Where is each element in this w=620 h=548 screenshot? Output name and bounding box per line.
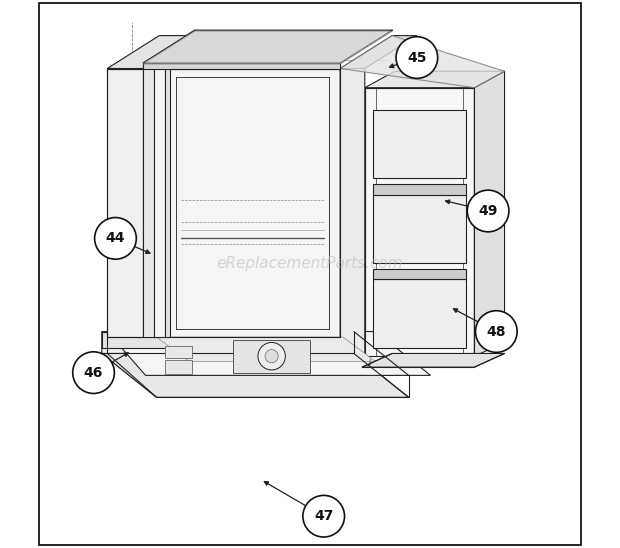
Polygon shape xyxy=(143,31,392,64)
Polygon shape xyxy=(340,36,505,88)
Circle shape xyxy=(476,311,517,352)
Polygon shape xyxy=(474,71,505,356)
Text: 47: 47 xyxy=(314,509,334,523)
Polygon shape xyxy=(102,332,409,375)
Polygon shape xyxy=(107,68,143,337)
Polygon shape xyxy=(107,36,195,68)
Circle shape xyxy=(467,190,509,232)
Polygon shape xyxy=(102,332,354,348)
Polygon shape xyxy=(143,30,392,63)
Polygon shape xyxy=(143,66,154,337)
Circle shape xyxy=(303,495,345,537)
Text: 46: 46 xyxy=(84,366,103,380)
Polygon shape xyxy=(373,195,466,263)
Polygon shape xyxy=(154,66,165,337)
Text: 44: 44 xyxy=(105,231,125,246)
Polygon shape xyxy=(373,269,466,279)
Circle shape xyxy=(95,218,136,259)
Polygon shape xyxy=(362,353,505,367)
Polygon shape xyxy=(165,68,340,337)
Polygon shape xyxy=(365,71,505,88)
Polygon shape xyxy=(340,36,417,68)
Polygon shape xyxy=(102,353,409,397)
Polygon shape xyxy=(165,360,192,374)
Text: 45: 45 xyxy=(407,50,427,65)
Polygon shape xyxy=(107,332,430,375)
Polygon shape xyxy=(233,340,310,373)
Polygon shape xyxy=(165,346,192,358)
Polygon shape xyxy=(165,66,171,337)
Polygon shape xyxy=(143,63,340,68)
Polygon shape xyxy=(373,110,466,178)
Polygon shape xyxy=(157,337,376,362)
Text: eReplacementParts.com: eReplacementParts.com xyxy=(216,255,404,271)
Polygon shape xyxy=(365,88,474,356)
Polygon shape xyxy=(102,332,157,397)
Circle shape xyxy=(258,342,285,370)
Circle shape xyxy=(396,37,438,78)
Circle shape xyxy=(73,352,114,393)
Polygon shape xyxy=(340,68,365,356)
Circle shape xyxy=(265,350,278,363)
Text: 48: 48 xyxy=(487,324,506,339)
Polygon shape xyxy=(373,279,466,348)
Text: 49: 49 xyxy=(479,204,498,218)
Polygon shape xyxy=(373,184,466,195)
